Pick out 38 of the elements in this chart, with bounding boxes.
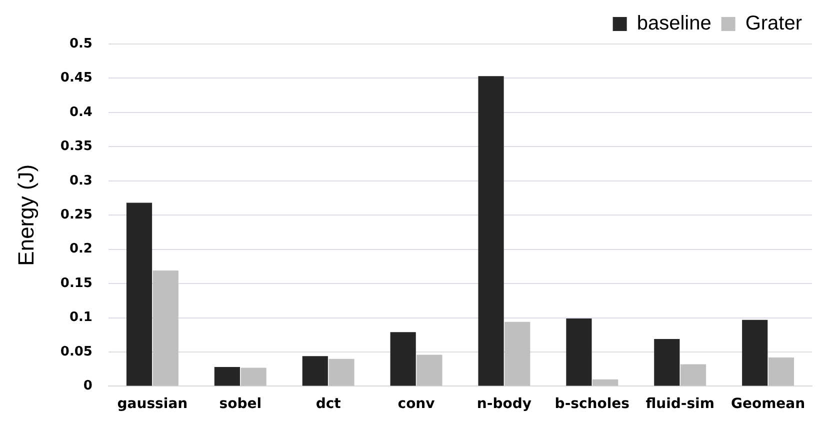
bar — [152, 270, 178, 386]
bar — [768, 357, 794, 386]
y-tick-label: 0 — [83, 378, 92, 394]
x-tick-label: gaussian — [117, 396, 188, 412]
y-tick-label: 0.1 — [69, 310, 92, 326]
bar — [742, 320, 768, 386]
bar — [592, 379, 618, 386]
x-tick-label: b-scholes — [554, 396, 630, 412]
y-tick-label: 0.35 — [60, 139, 92, 154]
x-tick-label: n-body — [476, 396, 532, 412]
y-axis-title: Energy (J) — [13, 164, 38, 266]
bar — [302, 356, 328, 386]
bar — [328, 358, 354, 386]
y-tick-label: 0.2 — [69, 242, 92, 257]
x-tick-label: dct — [316, 396, 342, 412]
y-tick-label: 0.5 — [69, 36, 92, 52]
y-tick-label: 0.4 — [69, 104, 92, 120]
x-tick-label: Geomean — [730, 396, 806, 412]
bar — [240, 368, 266, 386]
y-tick-label: 0.3 — [69, 173, 92, 188]
bar — [478, 76, 504, 386]
x-tick-label: fluid-sim — [646, 396, 714, 412]
y-tick-label: 0.45 — [60, 70, 92, 86]
legend-label: Grater — [745, 12, 802, 35]
bar — [126, 202, 152, 386]
y-tick-label: 0.15 — [60, 276, 92, 291]
bar — [416, 354, 442, 386]
bar — [214, 367, 240, 386]
bar — [680, 364, 706, 386]
bar — [654, 338, 680, 386]
x-tick-label: conv — [398, 396, 435, 412]
bar — [504, 322, 530, 386]
bar — [566, 318, 592, 386]
legend-label: baseline — [636, 12, 712, 35]
y-tick-label: 0.25 — [60, 207, 92, 222]
bar — [390, 332, 416, 386]
y-tick-label: 0.05 — [60, 344, 92, 360]
x-tick-label: sobel — [219, 396, 262, 412]
